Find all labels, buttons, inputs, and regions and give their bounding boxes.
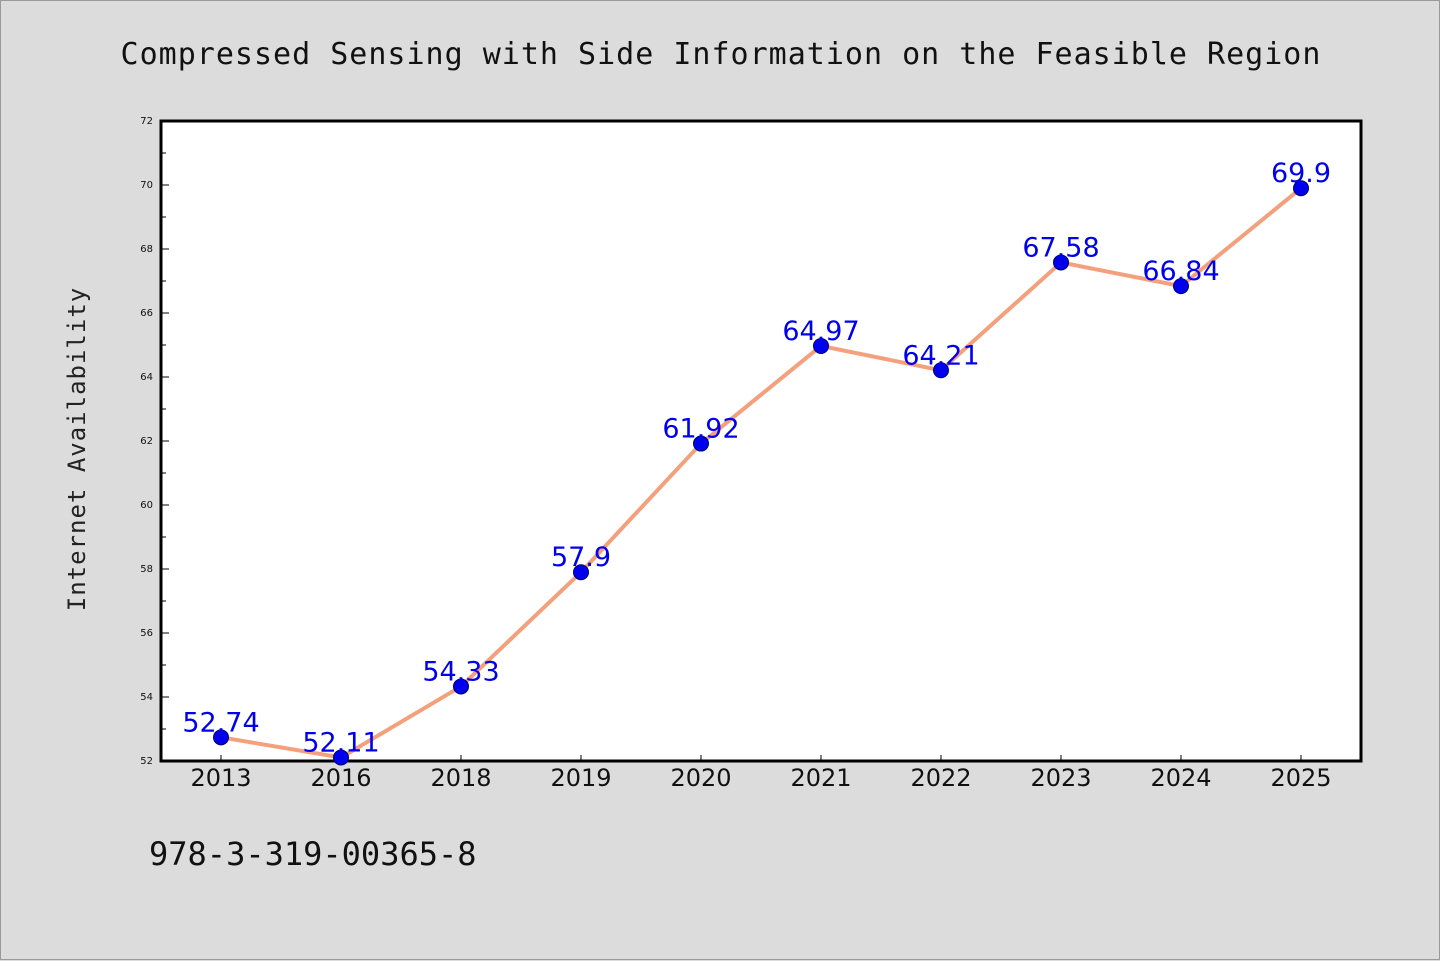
y-tick-label: 68 [140, 244, 153, 255]
data-label: 66.84 [1142, 256, 1219, 287]
y-tick-label: 66 [140, 308, 153, 319]
x-tick-label: 2018 [430, 764, 491, 792]
x-tick-label: 2022 [910, 764, 971, 792]
y-tick-label: 52 [140, 756, 153, 767]
y-axis-ticks: 52 54 56 58 60 62 64 66 68 70 72 [140, 116, 169, 767]
x-tick-label: 2016 [310, 764, 371, 792]
data-label: 64.21 [902, 340, 979, 371]
data-label: 64.97 [782, 316, 859, 347]
data-point [1173, 278, 1189, 295]
data-label: 54.33 [422, 656, 499, 687]
data-labels: 52.74 52.11 54.33 57.9 61.92 64.97 64.21 67.58 6… [182, 158, 1331, 758]
plot-area [159, 119, 1363, 763]
y-tick-label: 56 [140, 628, 153, 639]
y-tick-label: 70 [140, 180, 153, 191]
isbn-footer: 978-3-319-00365-8 [149, 835, 477, 873]
y-tick-label: 72 [140, 116, 153, 127]
data-point [213, 729, 229, 746]
data-point [1053, 254, 1069, 271]
data-point [933, 362, 949, 379]
data-point [573, 564, 589, 581]
data-label: 57.9 [551, 542, 611, 573]
x-tick-label: 2025 [1270, 764, 1331, 792]
x-tick-label: 2013 [190, 764, 251, 792]
series-layer [213, 180, 1309, 766]
data-point [453, 678, 469, 695]
data-label: 52.11 [302, 727, 379, 758]
data-point [1293, 180, 1309, 197]
data-label: 67.58 [1022, 232, 1099, 263]
data-point [693, 435, 709, 452]
x-tick-label: 2021 [790, 764, 851, 792]
chart-title: Compressed Sensing with Side Information… [121, 37, 1322, 72]
series-line [219, 186, 1303, 760]
data-point [813, 337, 829, 354]
y-tick-label: 60 [140, 500, 153, 511]
x-tick-label: 2024 [1150, 764, 1211, 792]
y-axis-label: Internet Availability [63, 287, 91, 611]
data-label: 61.92 [662, 414, 739, 445]
y-tick-label: 64 [140, 372, 153, 383]
x-axis-ticks: 2013 2016 2018 2019 2020 2021 2022 2023 2024 2025 [190, 755, 1332, 792]
x-tick-label: 2023 [1030, 764, 1091, 792]
data-label: 52.74 [182, 707, 259, 738]
x-tick-label: 2019 [550, 764, 611, 792]
x-tick-label: 2020 [670, 764, 731, 792]
data-point [333, 749, 349, 766]
y-tick-label: 62 [140, 436, 153, 447]
y-tick-label: 58 [140, 564, 153, 575]
data-label: 69.9 [1271, 158, 1331, 189]
y-tick-label: 54 [140, 692, 153, 703]
